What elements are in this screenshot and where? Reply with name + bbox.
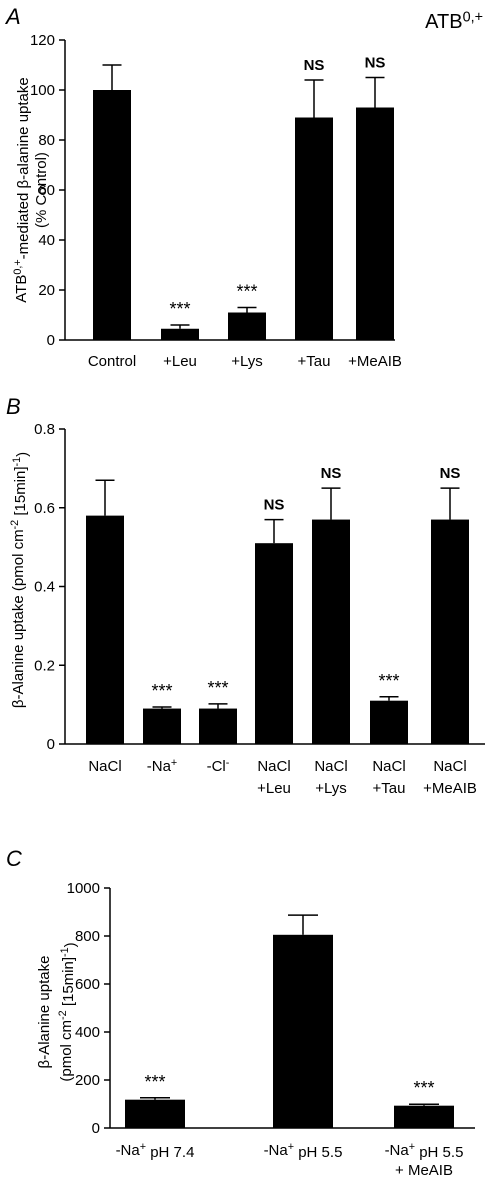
x-tick-label: +Tau (373, 780, 406, 797)
x-tick-label: -Na+ (147, 757, 177, 775)
y-axis-label: ATB0,+-mediated β-alanine uptake (12, 77, 32, 302)
bar (143, 708, 181, 744)
y-tick-label: 80 (38, 132, 55, 149)
bar (161, 328, 199, 340)
x-tick-label: +Lys (315, 780, 347, 797)
x-tick-label: +Leu (257, 780, 291, 797)
panel-b: B 0 0.2 0.4 0.6 0.8β-Alanine uptake (pmol cm-… (6, 394, 485, 797)
significance-label: *** (413, 1078, 434, 1098)
significance-label: NS (304, 57, 325, 74)
bar (312, 519, 350, 744)
x-tick-label: -Na+ pH 7.4 (116, 1141, 195, 1161)
bar (295, 117, 333, 340)
significance-label: *** (144, 1072, 165, 1092)
y-tick-label: 600 (75, 976, 100, 993)
panel-label: C (6, 846, 22, 871)
x-tick-label: NaCl (433, 758, 466, 775)
bar (370, 700, 408, 744)
y-tick-label: 100 (30, 82, 55, 99)
bar (199, 708, 237, 744)
bar (86, 515, 124, 744)
significance-label: *** (378, 671, 399, 691)
panel-label: A (4, 4, 21, 29)
y-tick-label: 0.6 (34, 500, 55, 517)
panel-label: B (6, 394, 21, 419)
y-tick-label: 0.2 (34, 657, 55, 674)
y-tick-label: 0 (47, 736, 55, 753)
x-tick-label: +MeAIB (423, 780, 477, 797)
y-axis-label: β-Alanine uptake (36, 956, 53, 1069)
y-tick-label: 0.8 (34, 421, 55, 438)
y-tick-label: 20 (38, 282, 55, 299)
y-tick-label: 1000 (67, 880, 100, 897)
bar (228, 312, 266, 340)
significance-label: NS (440, 465, 461, 482)
x-tick-label: -Na+ pH 5.5 (385, 1141, 464, 1161)
y-tick-label: 60 (38, 182, 55, 199)
x-tick-label: NaCl (314, 758, 347, 775)
y-axis-label-line2: (% Control) (33, 152, 50, 228)
x-tick-label: + MeAIB (395, 1162, 453, 1179)
y-tick-label: 0 (92, 1120, 100, 1137)
x-tick-label: -Cl- (207, 757, 230, 775)
x-tick-label: +Leu (163, 353, 197, 370)
y-tick-label: 0.4 (34, 579, 55, 596)
y-tick-label: 800 (75, 928, 100, 945)
y-tick-label: 40 (38, 232, 55, 249)
x-tick-label: +MeAIB (348, 353, 402, 370)
significance-label: NS (365, 55, 386, 72)
x-tick-label: +Tau (298, 353, 331, 370)
bar (93, 90, 131, 340)
x-tick-label: NaCl (372, 758, 405, 775)
corner-label: ATB0,+ (425, 10, 483, 33)
y-axis-label: β-Alanine uptake (pmol cm-2 [15min]-1) (9, 452, 31, 708)
y-tick-label: 400 (75, 1024, 100, 1041)
bar (394, 1105, 454, 1128)
significance-label: *** (151, 681, 172, 701)
x-tick-label: +Lys (231, 353, 263, 370)
x-tick-label: NaCl (257, 758, 290, 775)
significance-label: NS (264, 497, 285, 514)
bar (273, 934, 333, 1128)
significance-label: *** (169, 299, 190, 319)
bar (431, 519, 469, 744)
y-tick-label: 120 (30, 32, 55, 49)
x-tick-label: Control (88, 353, 136, 370)
bar (255, 543, 293, 744)
significance-label: *** (236, 282, 257, 302)
panel-c: C 0 200 400 600 800 1000 β-Alanine uptake (pmol … (6, 846, 475, 1179)
bar (356, 107, 394, 340)
significance-label: *** (207, 678, 228, 698)
y-axis-label-line2: (pmol cm-2 [15min]-1) (57, 942, 79, 1081)
panel-a: A ATB0,+ 0 20 40 60 80 100 120 ATB0,+-mediated β-… (4, 4, 483, 370)
y-tick-label: 200 (75, 1072, 100, 1089)
x-tick-label: -Na+ pH 5.5 (264, 1141, 343, 1161)
y-tick-label: 0 (47, 332, 55, 349)
significance-label: NS (321, 465, 342, 482)
x-tick-label: NaCl (88, 758, 121, 775)
bar (125, 1099, 185, 1128)
